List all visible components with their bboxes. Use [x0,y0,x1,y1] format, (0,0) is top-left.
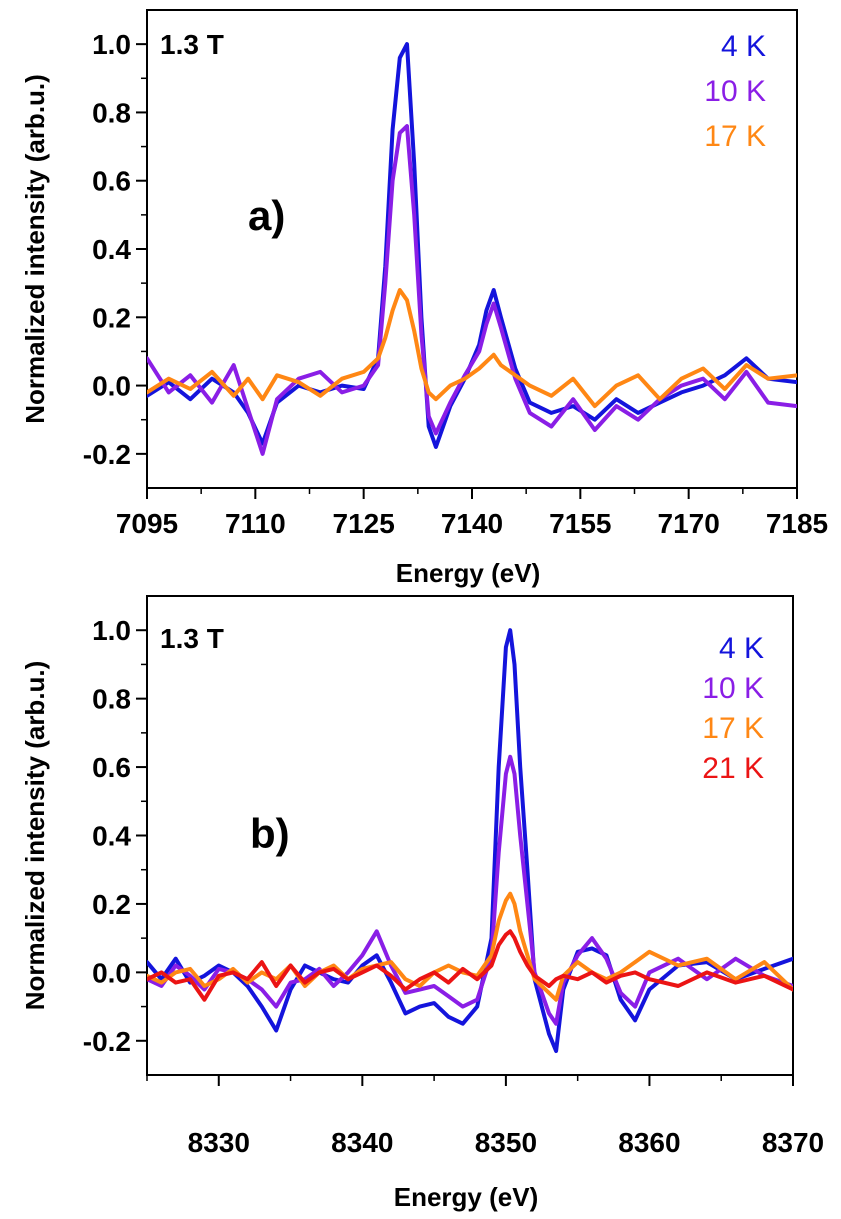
legend-entry: 17 K [702,712,764,745]
x-tick-label: 8350 [475,1127,537,1158]
y-tick-label: 0.8 [92,97,131,128]
panel-label: a) [248,192,285,239]
field-label: 1.3 T [160,623,224,654]
panel-a: 7095 7110 7125 7140 7155 7170 7185 -0.2 0.0 0.2 0.… [20,9,828,588]
x-tick-label: 7095 [116,508,178,539]
panel-label: b) [250,810,290,857]
x-axis-title: Energy (eV) [396,558,541,588]
x-tick-label: 7185 [766,508,828,539]
legend-entry: 21 K [702,752,764,785]
legend-entry: 10 K [702,672,764,705]
x-tick-label: 7170 [658,508,720,539]
y-tick-label: 0.6 [92,166,131,197]
x-tick-label: 7125 [333,508,395,539]
y-tick-label: 0.6 [92,752,131,783]
y-axis-title: Normalized intensity (arb.u.) [20,661,50,1011]
x-tick-label: 8340 [331,1127,393,1158]
y-tick-label: 0.2 [92,302,131,333]
x-tick-label: 7140 [441,508,503,539]
x-tick-label: 8330 [188,1127,250,1158]
y-tick-label: 0.0 [92,371,131,402]
series-group [147,628,793,1053]
legend-entry: 4 K [721,30,766,63]
series-line-17k [147,288,797,409]
field-label: 1.3 T [160,29,224,60]
y-tick-label: 0.8 [92,684,131,715]
y-axis-title: Normalized intensity (arb.u.) [20,74,50,424]
y-tick-label: 0.2 [92,889,131,920]
plot-frame [146,9,798,489]
x-axis-title: Energy (eV) [394,1182,539,1212]
series-line-4k [147,628,793,1053]
panel-b: 8330 8340 8350 8360 8370 -0.2 0.0 0.2 0.4 0.6 0.8 1… [20,595,824,1212]
legend-entry: 10 K [704,75,766,108]
x-tick-label: 8360 [618,1127,680,1158]
series-line-10k [147,124,797,456]
x-tick-label: 7155 [549,508,611,539]
series-group [147,42,797,456]
series-line-4k [147,42,797,449]
legend-entry: 4 K [719,632,764,665]
y-tick-label: -0.2 [83,439,131,470]
y-tick-label: 0.4 [92,234,131,265]
y-tick-label: 1.0 [92,29,131,60]
legend-entry: 17 K [704,120,766,153]
y-tick-label: 0.4 [92,821,131,852]
y-tick-label: -0.2 [83,1026,131,1057]
x-tick-label: 8370 [762,1127,824,1158]
y-tick-label: 1.0 [92,615,131,646]
series-line-21k [147,929,793,1002]
y-tick-label: 0.0 [92,957,131,988]
x-tick-label: 7110 [225,508,286,539]
